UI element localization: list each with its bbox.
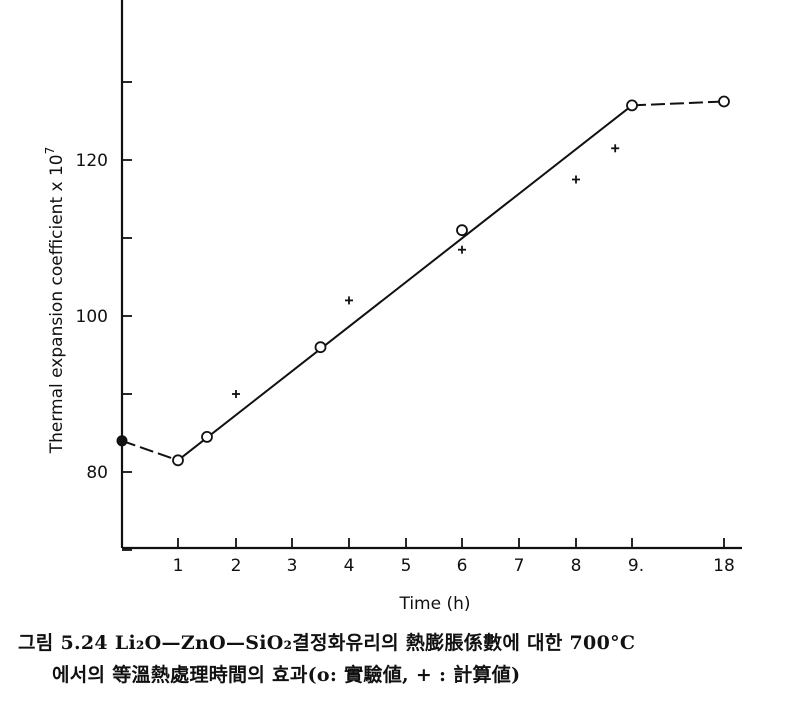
x-axis-title: Time (h) [398, 594, 470, 612]
y-tick-label-100: 100 [76, 307, 108, 327]
data-point-measured-4 [626, 99, 638, 112]
data-point-calculated-1 [345, 296, 353, 305]
axes [120, 0, 742, 550]
y-tick-label-80: 80 [86, 463, 108, 483]
chart-marks [116, 95, 730, 467]
y-axis-ticks: 80 100 120 [76, 81, 132, 551]
x-tick-label-4: 4 [344, 556, 355, 576]
data-point-calculated-0 [232, 390, 240, 398]
caption-line-2: 에서의 等溫熱處理時間의 효과(o: 實驗値, + : 計算値) [52, 664, 521, 686]
data-point-measured-3 [456, 224, 468, 237]
x-tick-label-7: 7 [514, 556, 525, 576]
x-tick-label-5: 5 [401, 556, 412, 576]
y-axis-title: Thermal expansion coefficient x 107 [43, 147, 67, 455]
y-axis-title-exponent: 7 [43, 147, 57, 155]
caption-line-1: 그림 5.24 Li₂O—ZnO—SiO₂결정화유리의 熱膨脹係數에 대한 70… [18, 632, 636, 654]
x-tick-label-18: 18 [713, 556, 735, 576]
fitted-line [177, 104, 633, 462]
y-axis-title-text: Thermal expansion coefficient x 10 [47, 154, 67, 454]
data-point-calculated-2 [458, 245, 466, 254]
x-tick-label-9: 9. [628, 556, 644, 576]
chart-lines [121, 100, 725, 462]
dashed-segment-1 [121, 439, 179, 462]
y-tick-label-120: 120 [76, 151, 108, 171]
data-point-measured-0 [172, 454, 184, 467]
data-point-measured-5 [718, 95, 730, 108]
data-point-calculated-4 [611, 144, 620, 153]
thermal-expansion-chart: 80 100 120 1 2 3 4 5 6 7 8 9. 18 Time (h) Thermal e… [43, 0, 742, 612]
x-axis-ticks: 1 2 3 4 5 6 7 8 9. 18 [173, 538, 735, 576]
data-point-initial-0 [116, 435, 128, 447]
x-tick-label-3: 3 [287, 556, 298, 576]
y-axis-title-group: Thermal expansion coefficient x 107 [43, 147, 67, 455]
x-tick-label-2: 2 [231, 556, 242, 576]
x-tick-label-1: 1 [173, 556, 184, 576]
data-point-measured-2 [314, 341, 327, 354]
x-tick-label-8: 8 [571, 556, 582, 576]
x-tick-label-6: 6 [457, 556, 468, 576]
data-point-measured-1 [201, 430, 213, 443]
data-point-calculated-3 [572, 175, 580, 184]
dashed-segment-2 [631, 100, 725, 107]
